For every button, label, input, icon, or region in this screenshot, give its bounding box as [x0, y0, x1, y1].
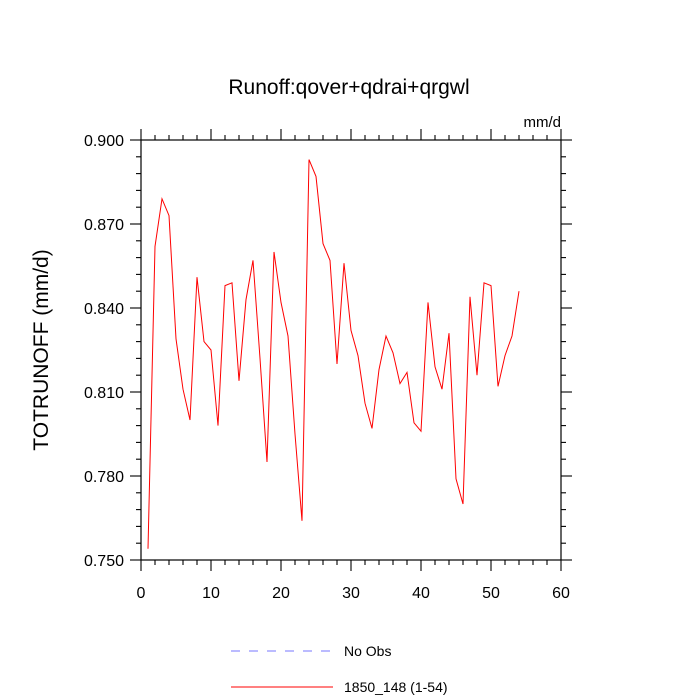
x-tick-label: 30 — [342, 585, 360, 602]
series-lines — [147, 159, 520, 549]
series-line-1 — [147, 159, 520, 549]
legend-label: No Obs — [344, 643, 391, 659]
y-tick-label: 0.900 — [84, 133, 124, 150]
x-tick-label: 50 — [482, 585, 500, 602]
tick-labels: 0 10 20 30 40 50 60 0.750 0.780 0.810 0.840 0.870 0.… — [84, 133, 570, 602]
legend-label: 1850_148 (1-54) — [344, 679, 448, 695]
tick-marks — [130, 129, 572, 571]
x-tick-label: 10 — [202, 585, 220, 602]
x-tick-label: 60 — [552, 585, 570, 602]
chart-title: Runoff:qover+qdrai+qrgwl — [228, 76, 469, 99]
x-tick-label: 20 — [272, 585, 290, 602]
x-tick-label: 40 — [412, 585, 430, 602]
legend: No Obs 1850_148 (1-54) — [231, 643, 448, 695]
x-tick-label: 0 — [137, 585, 146, 602]
y-tick-label: 0.840 — [84, 301, 124, 318]
y-tick-label: 0.750 — [84, 553, 124, 570]
y-tick-label: 0.780 — [84, 469, 124, 486]
units-label: mm/d — [524, 114, 562, 131]
y-tick-label: 0.870 — [84, 217, 124, 234]
plot-frame — [140, 139, 562, 561]
y-axis-label: TOTRUNOFF (mm/d) — [30, 249, 53, 450]
y-tick-label: 0.810 — [84, 385, 124, 402]
